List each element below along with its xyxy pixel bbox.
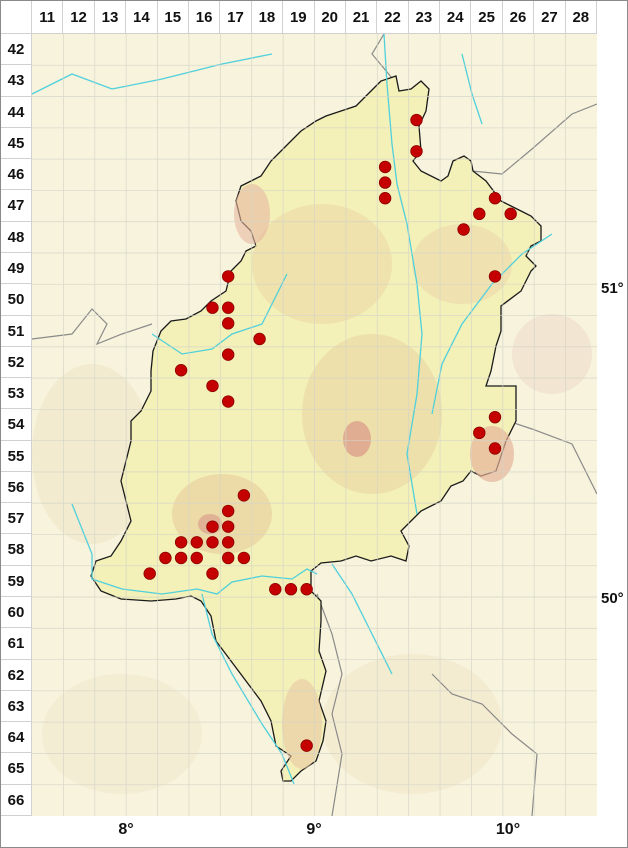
occurrence-dot-5816-2[interactable]	[206, 536, 219, 549]
occurrence-dot-4725-3[interactable]	[473, 207, 486, 221]
latitude-label-51: 51°	[601, 280, 624, 297]
occurrence-dot-5017-3[interactable]	[221, 301, 235, 314]
longitude-label-8: 8°	[118, 821, 134, 838]
row-label-45: 45	[1, 127, 32, 160]
occurrence-dot-5817-1[interactable]	[221, 536, 235, 549]
column-label-25: 25	[471, 1, 503, 34]
occurrence-dot-5919-3[interactable]	[284, 583, 298, 596]
occurrence-dot-5317-3[interactable]	[221, 395, 235, 408]
column-label-14: 14	[126, 1, 158, 34]
column-label-27: 27	[534, 1, 566, 34]
column-label-15: 15	[157, 1, 189, 34]
row-label-47: 47	[1, 190, 32, 222]
longitude-label-10: 10°	[495, 821, 521, 838]
occurrence-dot-4925-4[interactable]	[488, 270, 502, 283]
row-label-64: 64	[1, 722, 32, 754]
occurrence-dot-5016-4[interactable]	[206, 301, 219, 314]
occurrence-dot-5117-1[interactable]	[221, 317, 235, 330]
occurrence-dot-5118-3[interactable]	[253, 332, 266, 346]
row-label-62: 62	[1, 659, 32, 691]
longitude-label-9: 9°	[306, 821, 322, 838]
occurrence-dot-4423-3[interactable]	[410, 113, 423, 127]
column-label-28: 28	[565, 1, 597, 34]
map-canvas[interactable]	[32, 34, 597, 816]
occurrence-dot-5425-3[interactable]	[473, 426, 486, 440]
column-label-18: 18	[251, 1, 284, 34]
row-label-42: 42	[1, 34, 32, 66]
row-label-49: 49	[1, 252, 32, 285]
row-label-65: 65	[1, 753, 32, 785]
occurrence-dot-5716-4[interactable]	[206, 520, 219, 533]
occurrence-dot-5817-3[interactable]	[221, 551, 235, 565]
occurrence-dot-4917-3[interactable]	[221, 270, 235, 283]
occurrence-dot-5717-3[interactable]	[221, 520, 235, 533]
occurrence-dot-5817-4[interactable]	[237, 551, 251, 565]
occurrence-dot-5815-4[interactable]	[174, 551, 188, 565]
occurrence-dot-5717-1[interactable]	[221, 504, 235, 518]
occurrence-dot-5316-2[interactable]	[206, 379, 219, 393]
row-label-55: 55	[1, 440, 32, 472]
occurrence-dot-4622-3[interactable]	[378, 176, 392, 189]
occurrence-dot-5815-3[interactable]	[159, 551, 172, 565]
rivers	[32, 34, 553, 785]
column-label-19: 19	[283, 1, 315, 34]
occurrence-dot-5217-1[interactable]	[221, 348, 235, 361]
row-label-53: 53	[1, 378, 32, 410]
column-label-24: 24	[440, 1, 472, 34]
occurrence-dot-5919-4[interactable]	[300, 583, 313, 596]
row-label-46: 46	[1, 159, 32, 191]
row-label-48: 48	[1, 221, 32, 253]
column-label-11: 11	[32, 1, 64, 34]
occurrence-dot-5617-4[interactable]	[237, 489, 251, 502]
occurrence-dot-5525-2[interactable]	[488, 442, 502, 455]
occurrence-dot-5815-2[interactable]	[174, 536, 188, 549]
occurrence-dots	[143, 113, 517, 752]
occurrence-dot-5918-4[interactable]	[269, 583, 282, 596]
occurrence-dot-4722-1[interactable]	[378, 192, 392, 205]
occurrence-dot-6419-4[interactable]	[300, 739, 313, 752]
column-label-17: 17	[220, 1, 252, 34]
occurrence-dot-5816-1[interactable]	[190, 536, 203, 549]
header-corner	[1, 1, 32, 34]
row-header: 42 43 44 45 46 47 48 49 50 51 52 53 54 55 56 57 58 59 60 61…	[1, 34, 32, 817]
occurrence-dot-4523-3[interactable]	[410, 145, 423, 158]
row-label-59: 59	[1, 565, 32, 598]
surrounding-terrain	[32, 314, 592, 794]
occurrence-dot-4622-1[interactable]	[378, 160, 392, 174]
occurrence-dot-5816-3[interactable]	[190, 551, 203, 565]
row-label-50: 50	[1, 284, 32, 316]
row-label-61: 61	[1, 628, 32, 660]
column-label-16: 16	[188, 1, 221, 34]
occurrence-dot-4725-2[interactable]	[488, 192, 502, 205]
column-header: 11 12 13 14 15 16 17 18 19 20 21 22 23 24 25 26 27 28	[32, 1, 597, 34]
column-label-23: 23	[408, 1, 441, 34]
occurrence-dot-5425-2[interactable]	[488, 410, 502, 424]
column-label-26: 26	[502, 1, 535, 34]
row-label-56: 56	[1, 471, 32, 504]
row-label-63: 63	[1, 690, 32, 723]
latitude-label-50: 50°	[601, 590, 624, 607]
row-label-44: 44	[1, 96, 32, 128]
occurrence-dot-4726-3[interactable]	[504, 207, 517, 221]
row-label-54: 54	[1, 409, 32, 441]
row-label-60: 60	[1, 597, 32, 629]
row-label-52: 52	[1, 346, 32, 379]
column-label-20: 20	[314, 1, 346, 34]
column-label-13: 13	[94, 1, 127, 34]
column-label-12: 12	[63, 1, 95, 34]
row-label-51: 51	[1, 315, 32, 347]
occurrence-dot-5914-2[interactable]	[143, 567, 156, 580]
occurrence-dot-5916-2[interactable]	[206, 567, 219, 580]
occurrence-dot-5215-4[interactable]	[174, 364, 188, 377]
occurrence-dot-4824-2[interactable]	[457, 223, 470, 236]
row-label-66: 66	[1, 784, 32, 817]
row-label-58: 58	[1, 534, 32, 566]
column-label-21: 21	[345, 1, 378, 34]
row-label-57: 57	[1, 503, 32, 535]
column-label-22: 22	[377, 1, 409, 34]
row-label-43: 43	[1, 65, 32, 97]
grid-lines	[32, 34, 597, 816]
